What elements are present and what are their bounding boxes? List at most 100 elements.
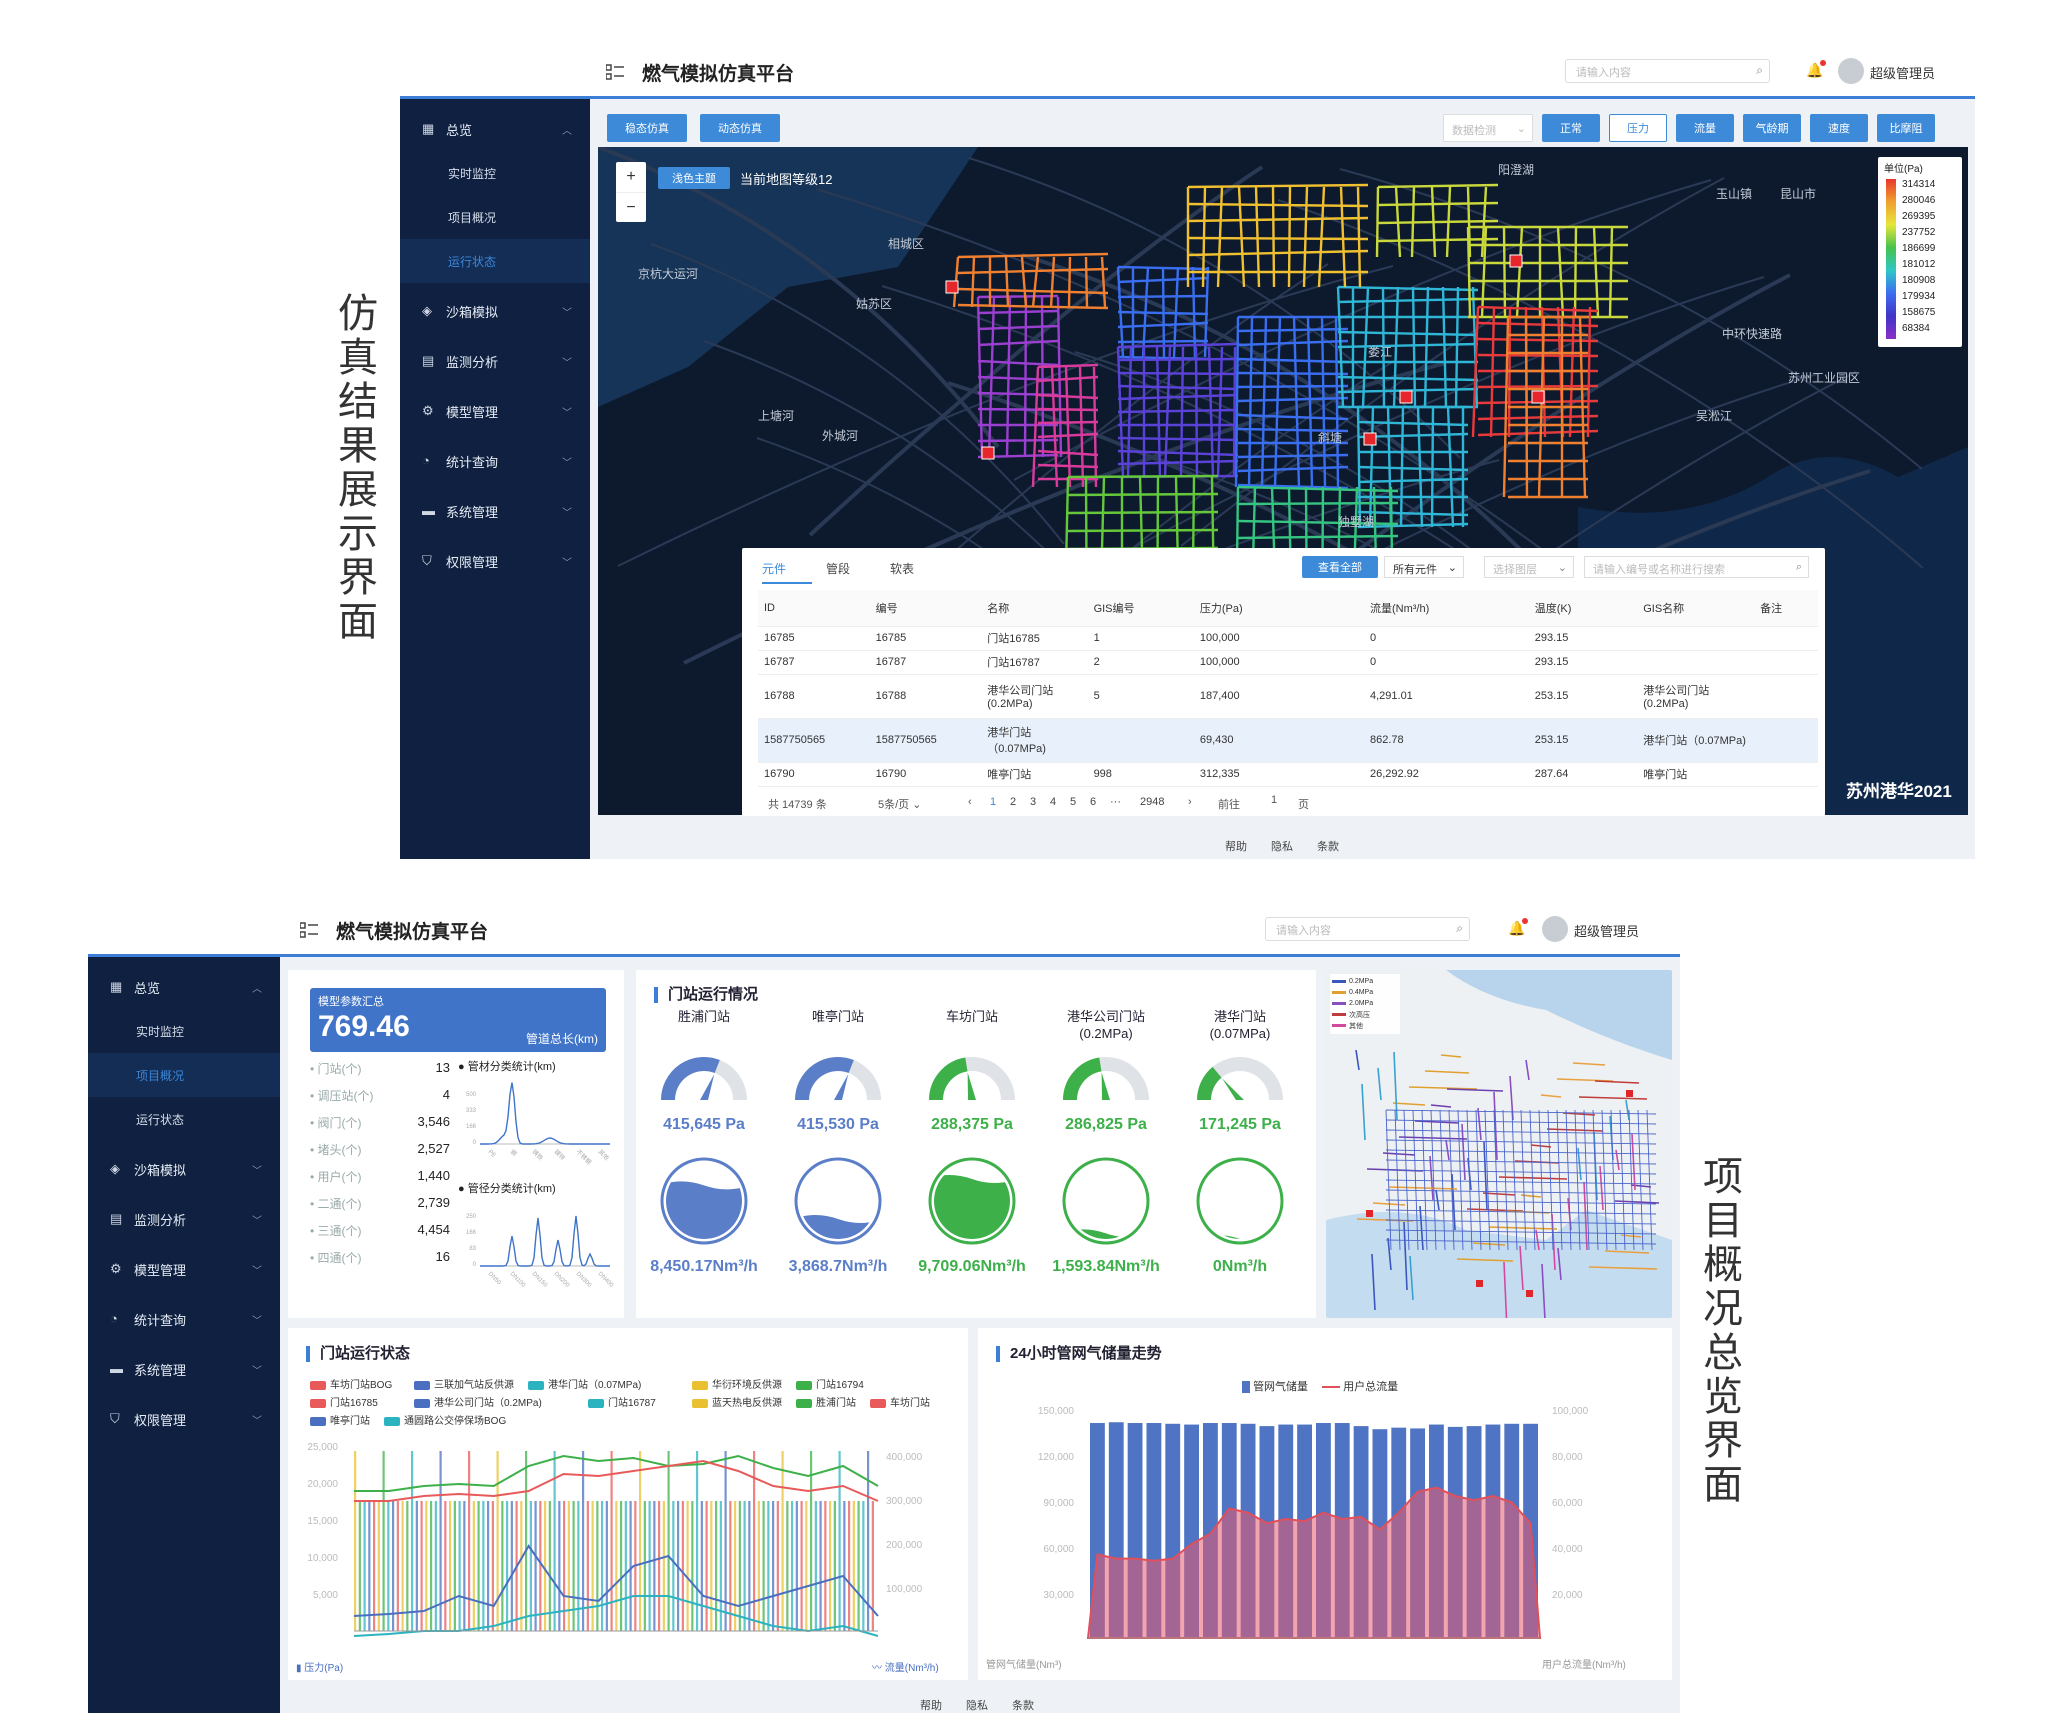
page-number[interactable]: 6 xyxy=(1090,796,1097,808)
user-name[interactable]: 超级管理员 xyxy=(1574,924,1640,939)
chevron-icon: ﹀ xyxy=(252,1315,262,1327)
avatar[interactable] xyxy=(1542,916,1568,942)
tab-2[interactable]: 软表 xyxy=(890,562,915,576)
sidebar-item-2[interactable]: ▤ 监测分析 ﹀ xyxy=(88,1197,280,1241)
tab-1[interactable]: 管段 xyxy=(826,562,851,576)
mode-button-0[interactable]: 正常 xyxy=(1542,114,1600,142)
column-header[interactable]: GIS名称 xyxy=(1637,590,1755,627)
sidebar-sub-item-0[interactable]: 实时监控 xyxy=(448,166,497,181)
page-number[interactable]: 1 xyxy=(990,796,997,808)
column-header[interactable]: 备注 xyxy=(1754,590,1818,627)
zoom-out-button[interactable]: − xyxy=(616,192,646,222)
menu-icon[interactable] xyxy=(299,922,318,938)
data-select[interactable]: 数据检测 ⌄ xyxy=(1443,114,1533,142)
sidebar-sub-item-1[interactable]: 项目概况 xyxy=(448,210,497,225)
steady-sim-button[interactable]: 稳态仿真 xyxy=(607,114,687,142)
user-name[interactable]: 超级管理员 xyxy=(1870,66,1936,81)
page-number[interactable]: 2948 xyxy=(1140,796,1165,808)
table-row[interactable]: 1587750565 1587750565 港华门站（0.07MPa) 69,430 8… xyxy=(758,718,1818,763)
zoom-in-button[interactable]: + xyxy=(626,168,636,185)
footer-link[interactable]: 帮助 xyxy=(1225,841,1247,853)
legend-item[interactable]: 门站16787 xyxy=(588,1394,656,1409)
legend-item[interactable]: 车坊门站 xyxy=(870,1394,930,1409)
network-mini-map[interactable]: 0.2MPa 0.4MPa 2.0MPa 次高压 其他 xyxy=(1326,970,1672,1318)
table-search-input[interactable]: 请输入编号或名称进行搜索 ⌕ xyxy=(1584,556,1809,578)
search-icon[interactable]: ⌕ xyxy=(1456,921,1463,935)
sidebar-item-6[interactable]: ⛉ 权限管理 ﹀ xyxy=(88,1397,280,1441)
sidebar-sub-item-1[interactable]: 项目概况 xyxy=(88,1053,280,1097)
mode-button-5[interactable]: 比摩阻 xyxy=(1877,114,1935,142)
legend-item[interactable]: 港华门站（0.07MPa) xyxy=(528,1376,641,1391)
element-filter-select[interactable]: 所有元件 ⌄ xyxy=(1384,556,1464,578)
sidebar-item-4[interactable]: ◔ 统计查询 ﹀ xyxy=(400,439,590,483)
layer-filter-select[interactable]: 选择图层 ⌄ xyxy=(1484,556,1574,578)
mode-button-4[interactable]: 速度 xyxy=(1810,114,1868,142)
bottom-search-input[interactable]: 请输入内容 ⌕ xyxy=(1265,917,1470,941)
legend-item[interactable]: 华衍环境反供源 xyxy=(692,1376,782,1391)
sidebar-sub-item-2[interactable]: 运行状态 xyxy=(400,239,590,283)
legend-item[interactable]: 通圆路公交停保场BOG xyxy=(384,1412,506,1427)
column-header[interactable]: 压力(Pa) xyxy=(1193,590,1364,627)
menu-icon[interactable] xyxy=(605,64,624,80)
sidebar-item-3[interactable]: ⚙ 模型管理 ﹀ xyxy=(88,1247,280,1291)
legend-item[interactable]: 门站16785 xyxy=(310,1394,378,1409)
table-row[interactable]: 16790 16790 唯亭门站 998 312,335 26,292.92 287.64 唯… xyxy=(758,762,1818,787)
column-header[interactable]: 温度(K) xyxy=(1528,590,1638,627)
page-size-select[interactable]: 5条/页 ⌄ xyxy=(878,799,922,811)
page-number[interactable]: 4 xyxy=(1050,796,1057,808)
legend-item[interactable]: 门站16794 xyxy=(796,1376,864,1391)
search-icon[interactable]: ⌕ xyxy=(1795,561,1802,573)
page-input[interactable]: 1 xyxy=(1270,794,1278,806)
prev-page-icon[interactable]: ‹ xyxy=(968,796,972,808)
column-header[interactable]: ID xyxy=(758,590,870,627)
sidebar-item-5[interactable]: ▬ 系统管理 ﹀ xyxy=(88,1347,280,1391)
sidebar-item-2[interactable]: ▤ 监测分析 ﹀ xyxy=(400,339,590,383)
sidebar-item-0[interactable]: ▦ 总览 ︿ xyxy=(400,107,590,151)
sidebar-item-6[interactable]: ⛉ 权限管理 ﹀ xyxy=(400,539,590,583)
mode-button-2[interactable]: 流量 xyxy=(1676,114,1734,142)
legend-item[interactable]: 车坊门站BOG xyxy=(310,1376,392,1391)
bell-icon[interactable]: 🔔 xyxy=(1508,918,1529,937)
page-number[interactable]: 3 xyxy=(1030,796,1037,808)
sidebar-sub-item-2[interactable]: 运行状态 xyxy=(136,1112,185,1127)
legend-swatch xyxy=(1332,1024,1346,1027)
page-number[interactable]: ··· xyxy=(1110,796,1121,808)
table-row[interactable]: 16785 16785 门站16785 1 100,000 0 293.15 xyxy=(758,626,1818,651)
page-number[interactable]: 2 xyxy=(1010,796,1017,808)
top-search-input[interactable]: 请输入内容 ⌕ xyxy=(1565,59,1770,83)
theme-toggle-button[interactable]: 浅色主题 xyxy=(658,167,730,189)
column-header[interactable]: GIS编号 xyxy=(1087,590,1194,627)
mode-button-3[interactable]: 气龄期 xyxy=(1743,114,1801,142)
view-all-button[interactable]: 查看全部 xyxy=(1302,556,1378,578)
sidebar-item-1[interactable]: ◈ 沙箱模拟 ﹀ xyxy=(88,1147,280,1191)
table-row[interactable]: 16787 16787 门站16787 2 100,000 0 293.15 xyxy=(758,650,1818,675)
dynamic-sim-button[interactable]: 动态仿真 xyxy=(700,114,780,142)
avatar[interactable] xyxy=(1838,58,1864,84)
mode-button-1[interactable]: 压力 xyxy=(1609,114,1667,142)
column-header[interactable]: 编号 xyxy=(869,590,982,627)
sidebar-sub-item-0[interactable]: 实时监控 xyxy=(136,1024,185,1039)
legend-item[interactable]: 蓝天热电反供源 xyxy=(692,1394,782,1409)
legend-item[interactable]: 港华公司门站（0.2MPa) xyxy=(414,1394,542,1409)
sidebar-item-1[interactable]: ◈ 沙箱模拟 ﹀ xyxy=(400,289,590,333)
table-row[interactable]: 16788 16788 港华公司门站(0.2MPa) 5 187,400 4,291.01… xyxy=(758,674,1818,719)
legend-item[interactable]: 唯亭门站 xyxy=(310,1412,370,1427)
footer-link[interactable]: 条款 xyxy=(1317,841,1339,853)
sidebar-item-4[interactable]: ◔ 统计查询 ﹀ xyxy=(88,1297,280,1341)
search-icon[interactable]: ⌕ xyxy=(1756,63,1763,77)
legend-item[interactable]: 三联加气站反供源 xyxy=(414,1376,514,1391)
footer-link[interactable]: 隐私 xyxy=(966,1700,988,1712)
footer-link[interactable]: 帮助 xyxy=(920,1700,942,1712)
sidebar-item-0[interactable]: ▦ 总览 ︿ xyxy=(88,965,280,1009)
next-page-icon[interactable]: › xyxy=(1188,796,1192,808)
sidebar-item-3[interactable]: ⚙ 模型管理 ﹀ xyxy=(400,389,590,433)
legend-item[interactable]: 胜浦门站 xyxy=(796,1394,856,1409)
footer-link[interactable]: 条款 xyxy=(1012,1700,1034,1712)
bell-icon[interactable]: 🔔 xyxy=(1806,60,1827,79)
footer-link[interactable]: 隐私 xyxy=(1271,841,1293,853)
column-header[interactable]: 流量(Nm³/h) xyxy=(1363,590,1529,627)
page-number[interactable]: 5 xyxy=(1070,796,1077,808)
tab-0[interactable]: 元件 xyxy=(762,562,787,576)
sidebar-item-5[interactable]: ▬ 系统管理 ﹀ xyxy=(400,489,590,533)
column-header[interactable]: 名称 xyxy=(981,590,1088,627)
